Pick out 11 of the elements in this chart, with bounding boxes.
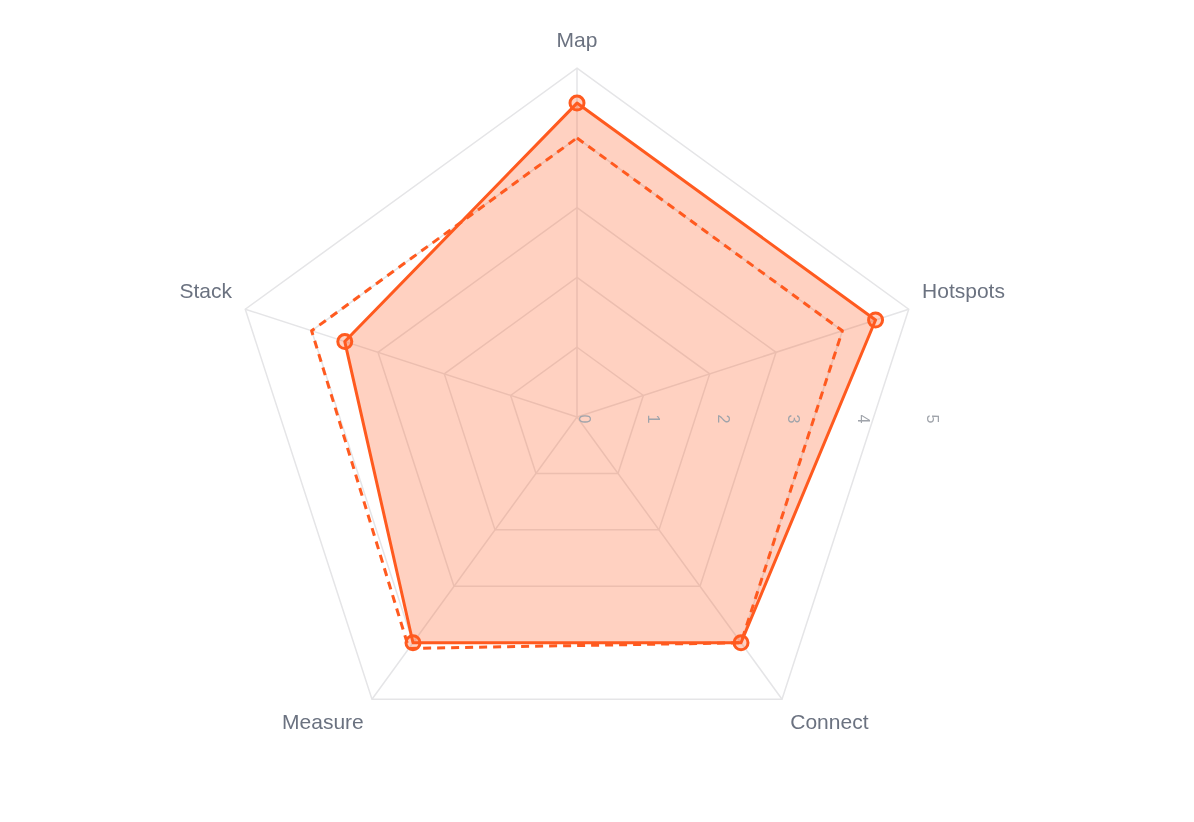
y-tick-label: 0 xyxy=(575,414,593,424)
spoke-label: Connect xyxy=(790,709,869,733)
spoke-label: Measure xyxy=(282,709,364,733)
y-tick-label: 2 xyxy=(715,414,733,424)
y-tick-label: 1 xyxy=(645,414,663,424)
spoke-label: Hotspots xyxy=(922,279,1005,303)
y-tick-label: 5 xyxy=(924,414,942,424)
y-tick-label: 3 xyxy=(784,414,802,424)
spoke-label: Map xyxy=(556,28,598,52)
spoke-label: Stack xyxy=(179,279,233,303)
y-tick-label: 4 xyxy=(854,414,872,424)
